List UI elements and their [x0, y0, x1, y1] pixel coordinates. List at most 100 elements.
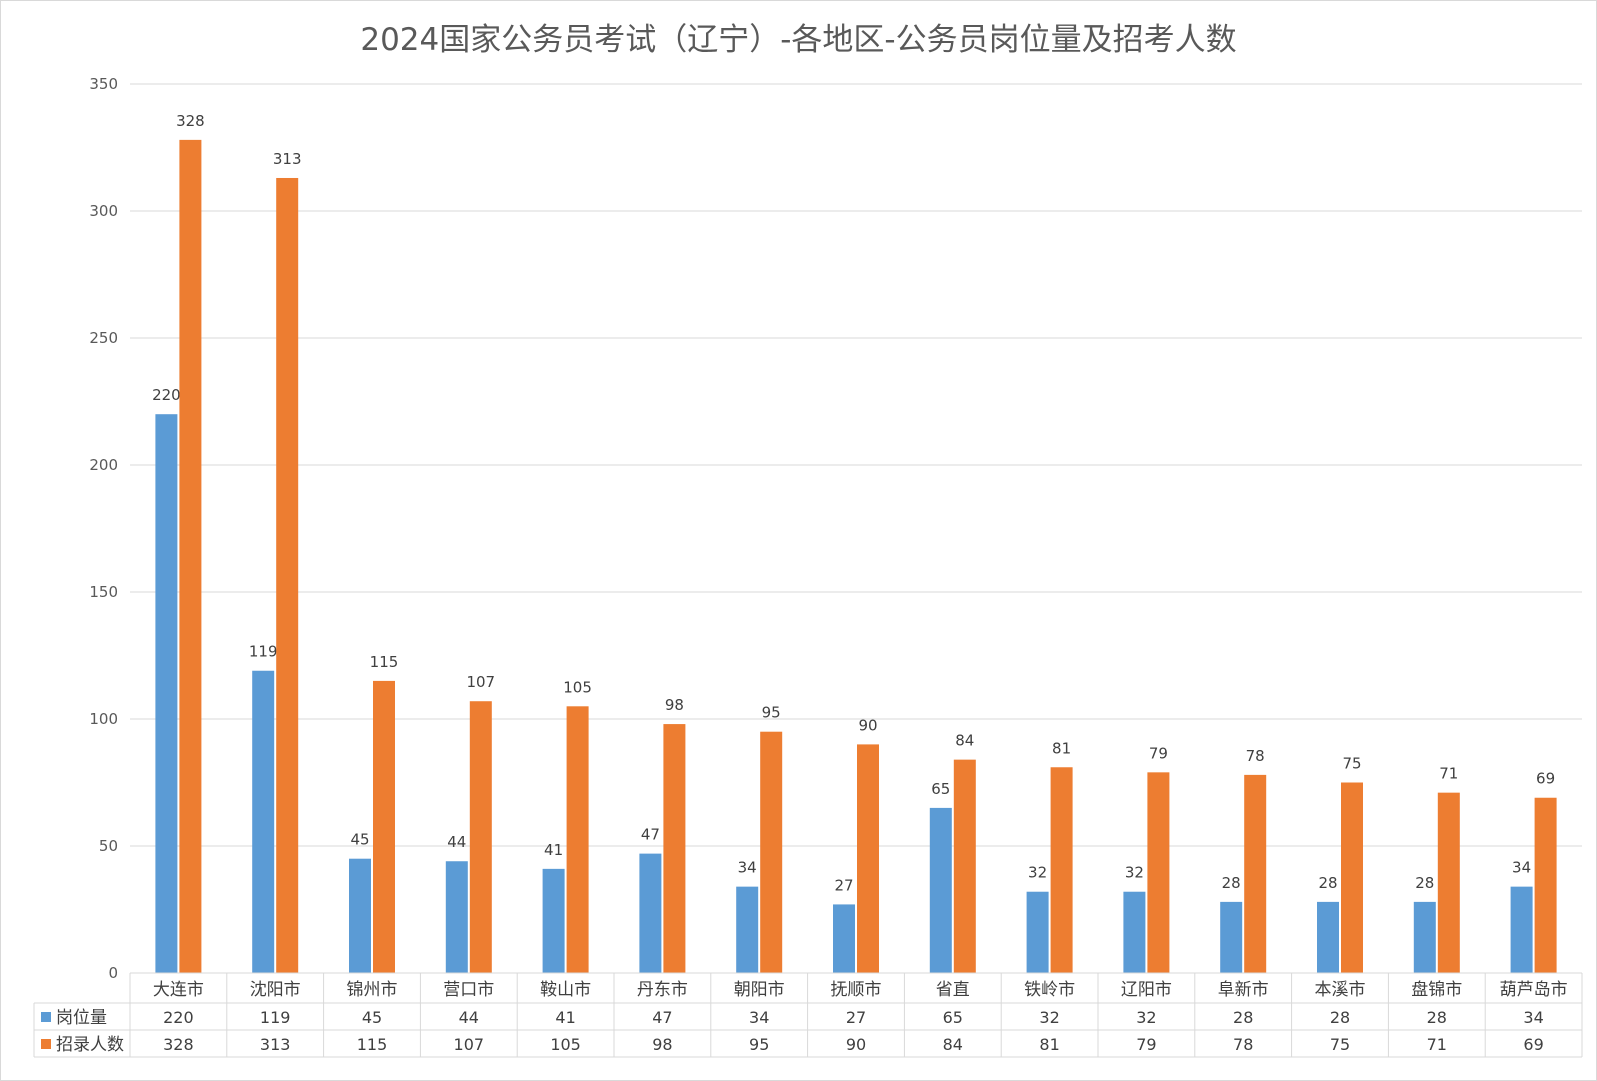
bar-招录人数: [663, 724, 686, 973]
table-cell: 79: [1136, 1035, 1156, 1054]
table-cell: 41: [555, 1008, 575, 1027]
table-cell: 81: [1039, 1035, 1059, 1054]
table-cell: 32: [1136, 1008, 1156, 1027]
data-label: 107: [466, 673, 495, 691]
table-cell: 328: [163, 1035, 194, 1054]
bar-岗位量: [1413, 901, 1436, 973]
bar-岗位量: [542, 868, 565, 973]
data-label: 34: [1512, 859, 1531, 877]
x-category-label: 鞍山市: [540, 980, 591, 1000]
data-label: 220: [152, 386, 181, 404]
bar-岗位量: [639, 853, 662, 973]
table-cell: 107: [454, 1035, 485, 1054]
x-category-label: 沈阳市: [250, 980, 301, 1000]
data-label: 105: [563, 678, 592, 696]
table-cell: 105: [550, 1035, 581, 1054]
table-cell: 34: [1523, 1008, 1543, 1027]
table-cell: 90: [846, 1035, 866, 1054]
x-category-label: 铁岭市: [1024, 980, 1075, 1000]
data-label: 115: [370, 653, 399, 671]
bar-招录人数: [566, 706, 589, 973]
bar-招录人数: [179, 139, 202, 973]
x-category-label: 大连市: [153, 980, 204, 1000]
data-label: 71: [1439, 765, 1458, 783]
y-tick-label: 100: [89, 710, 118, 728]
table-cell: 28: [1330, 1008, 1350, 1027]
data-label: 47: [641, 826, 660, 844]
table-cell: 28: [1233, 1008, 1253, 1027]
table-cell: 78: [1233, 1035, 1253, 1054]
data-label: 28: [1318, 874, 1337, 892]
data-label: 90: [858, 716, 877, 734]
legend-label: 招录人数: [56, 1035, 124, 1055]
table-cell: 220: [163, 1008, 194, 1027]
table-cell: 44: [459, 1008, 479, 1027]
table-cell: 47: [652, 1008, 672, 1027]
y-tick-label: 0: [108, 964, 118, 982]
x-category-label: 阜新市: [1218, 980, 1269, 1000]
bar-岗位量: [445, 861, 468, 973]
x-category-label: 辽阳市: [1121, 980, 1172, 1000]
data-label: 44: [447, 833, 466, 851]
bar-岗位量: [349, 858, 371, 973]
legend-label: 岗位量: [56, 1008, 107, 1028]
bar-招录人数: [276, 177, 299, 974]
x-category-label: 抚顺市: [831, 980, 882, 1000]
table-cell: 65: [943, 1008, 963, 1027]
table-cell: 95: [749, 1035, 769, 1054]
table-cell: 313: [260, 1035, 291, 1054]
table-cell: 115: [357, 1035, 388, 1054]
table-cell: 119: [260, 1008, 291, 1027]
data-label: 78: [1246, 747, 1265, 765]
x-category-label: 葫芦岛市: [1500, 980, 1568, 1000]
bar-招录人数: [469, 701, 492, 973]
x-category-label: 营口市: [443, 980, 494, 1000]
data-label: 32: [1028, 864, 1047, 882]
x-category-label: 本溪市: [1315, 980, 1366, 1000]
table-cell: 32: [1039, 1008, 1059, 1027]
table-cell: 71: [1427, 1035, 1447, 1054]
bar-岗位量: [833, 904, 855, 973]
table-cell: 34: [749, 1008, 769, 1027]
table-cell: 69: [1523, 1035, 1543, 1054]
y-tick-label: 350: [89, 75, 118, 93]
data-label: 45: [350, 831, 369, 849]
y-tick-label: 150: [89, 583, 118, 601]
y-tick-label: 250: [89, 329, 118, 347]
chart-title: 2024国家公务员考试（辽宁）-各地区-公务员岗位量及招考人数: [360, 22, 1237, 58]
data-label: 98: [665, 696, 684, 714]
bar-招录人数: [1147, 772, 1170, 973]
data-label: 34: [738, 859, 757, 877]
bar-岗位量: [736, 886, 759, 973]
data-label: 69: [1536, 770, 1555, 788]
data-label: 313: [273, 150, 302, 168]
y-tick-label: 50: [99, 837, 118, 855]
x-category-label: 朝阳市: [734, 980, 785, 1000]
data-label: 28: [1415, 874, 1434, 892]
x-category-label: 丹东市: [637, 980, 688, 1000]
bar-岗位量: [1510, 886, 1533, 973]
bar-招录人数: [1050, 767, 1073, 973]
bar-招录人数: [1341, 782, 1363, 973]
bar-岗位量: [1317, 901, 1339, 973]
table-cell: 27: [846, 1008, 866, 1027]
x-category-label: 锦州市: [347, 980, 398, 1000]
legend-swatch-招录人数: [41, 1039, 51, 1049]
table-cell: 28: [1427, 1008, 1447, 1027]
data-label: 32: [1125, 864, 1144, 882]
table-cell: 45: [362, 1008, 382, 1027]
data-label: 84: [955, 732, 974, 750]
bar-岗位量: [1123, 891, 1146, 973]
data-label: 119: [249, 643, 278, 661]
x-category-label: 盘锦市: [1411, 980, 1462, 1000]
table-cell: 84: [943, 1035, 963, 1054]
data-label: 79: [1149, 744, 1168, 762]
y-tick-label: 200: [89, 456, 118, 474]
data-label: 95: [762, 704, 781, 722]
bar-招录人数: [1534, 797, 1557, 973]
data-label: 28: [1222, 874, 1241, 892]
bar-岗位量: [1026, 891, 1049, 973]
table-cell: 98: [652, 1035, 672, 1054]
bar-招录人数: [760, 731, 783, 973]
